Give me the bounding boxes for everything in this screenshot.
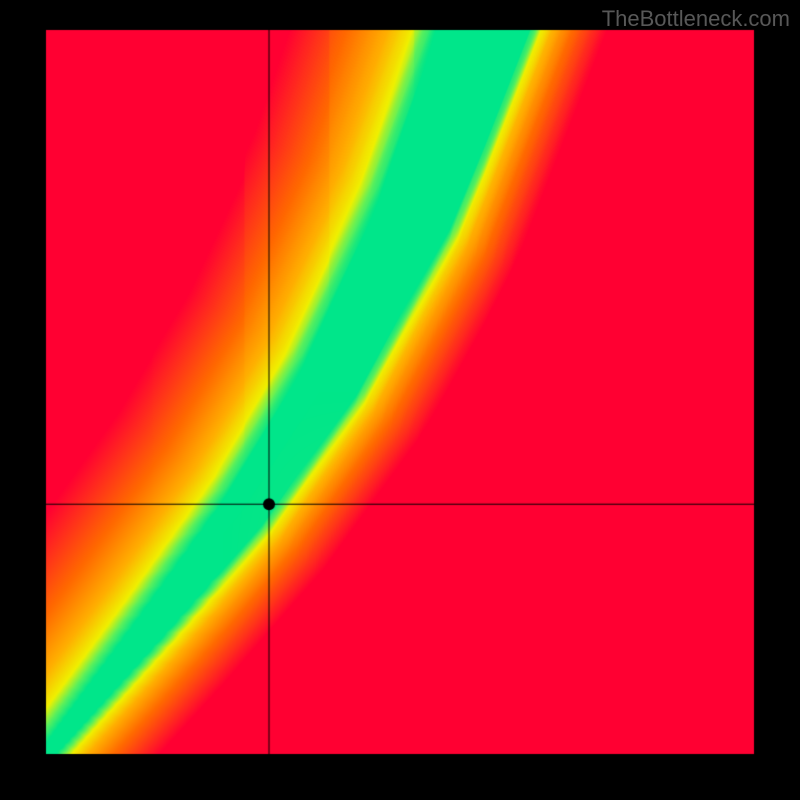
watermark-text: TheBottleneck.com <box>602 6 790 32</box>
heatmap-canvas <box>0 0 800 800</box>
